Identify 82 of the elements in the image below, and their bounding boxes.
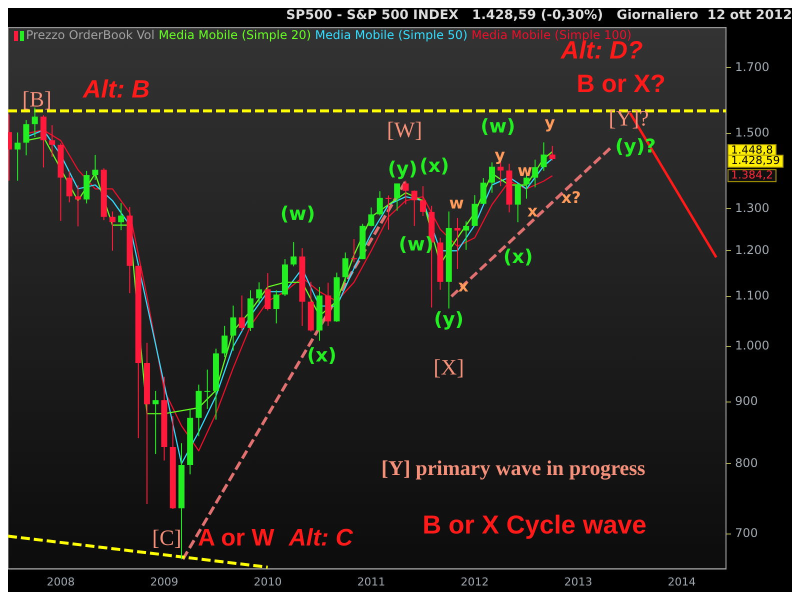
candlestick: [49, 124, 56, 158]
annotation: (w): [280, 202, 316, 225]
x-tick-label: 2011: [357, 575, 386, 588]
x-tick-label: 2012: [460, 575, 489, 588]
candlestick: [256, 282, 262, 304]
candlestick: [264, 272, 271, 311]
y-tick-label: 1.200: [735, 242, 770, 257]
candlestick: [411, 190, 418, 226]
annotation: (w): [480, 116, 516, 138]
x-tick-label: 2010: [254, 575, 282, 588]
ref-line-label: Alt: B: [82, 75, 150, 104]
annotation: B or X Cycle wave: [422, 510, 646, 540]
legend-label: Prezzo OrderBook Vol: [25, 28, 155, 42]
y-tick-label: 900: [735, 394, 758, 408]
candlestick: [463, 220, 470, 250]
candlestick: [92, 154, 98, 180]
annotation: Alt: C: [288, 524, 354, 552]
annotation: w: [449, 194, 464, 213]
candlestick: [238, 294, 245, 332]
x-tick-label: 2013: [564, 575, 592, 588]
text: Media Mobile (Simple 20): [158, 28, 312, 42]
annotation: x?: [561, 188, 581, 207]
candlestick: [23, 120, 30, 156]
candlestick: [540, 142, 547, 172]
candlestick: [152, 390, 159, 454]
candlestick: [118, 202, 124, 231]
candlestick: [480, 178, 486, 204]
annotation: [X]: [434, 354, 464, 380]
chart-title: SP500 - S&P 500 INDEX 1.428,59 (-0,30%) Giornaliero 12 ott 2012: [286, 8, 792, 24]
text: 1.448,8: [731, 144, 773, 157]
candlestick: [230, 305, 236, 352]
text: 1.428,59: [731, 154, 780, 168]
candlestick: [273, 290, 280, 324]
text: Media Mobile (Simple 50): [315, 28, 468, 42]
annotation: [B]: [22, 86, 52, 112]
x-tick-label: 2014: [668, 575, 696, 588]
annotation: (x): [503, 246, 533, 268]
candlestick: [394, 182, 400, 212]
candlestick: [204, 369, 210, 410]
annotation: [C]: [152, 524, 182, 550]
candlestick: [14, 132, 21, 182]
candlestick: [368, 206, 374, 227]
y-tick-label: 800: [735, 456, 758, 470]
annotation: [Y] primary wave in progress: [381, 456, 646, 480]
annotation: x: [527, 201, 538, 220]
candlestick: [472, 194, 478, 226]
x-tick-label: 2009: [150, 575, 178, 588]
candlestick: [488, 162, 495, 194]
candlestick: [549, 145, 556, 161]
candlestick: [109, 211, 116, 252]
y-tick-label: 1.000: [735, 338, 770, 353]
y-tick-label: 1.700: [735, 60, 770, 74]
candlestick: [290, 242, 297, 267]
candlestick: [222, 325, 228, 358]
annotation: w: [517, 160, 532, 180]
candlestick: [385, 195, 392, 230]
x-tick-label: 2008: [46, 575, 75, 588]
candlestick: [74, 184, 81, 227]
candlestick: [532, 159, 538, 188]
candlestick: [514, 182, 521, 223]
annotation: B or X?: [576, 70, 666, 98]
annotation: y: [544, 112, 556, 132]
candlestick: [66, 170, 72, 203]
candlestick: [40, 114, 46, 168]
text: 1.384,2: [731, 168, 773, 182]
annotation: y: [494, 146, 506, 165]
annotation: [W]: [386, 117, 422, 142]
y-tick-label: 1.500: [735, 126, 770, 140]
y-tick-label: 700: [735, 526, 758, 540]
candlestick: [402, 180, 409, 205]
annotation: (x): [306, 344, 337, 366]
candlestick: [376, 190, 383, 216]
y-tick-label: 1.300: [735, 200, 770, 215]
candlestick: [454, 218, 460, 270]
y-tick-label: 1.100: [735, 288, 770, 303]
annotation: A or W: [198, 524, 275, 552]
candlestick: [342, 252, 348, 282]
candlestick: [350, 238, 357, 263]
annotation: (y): [388, 158, 418, 180]
annotation: (x): [420, 154, 450, 177]
candlestick: [420, 186, 426, 217]
annotation: (y): [434, 308, 464, 331]
